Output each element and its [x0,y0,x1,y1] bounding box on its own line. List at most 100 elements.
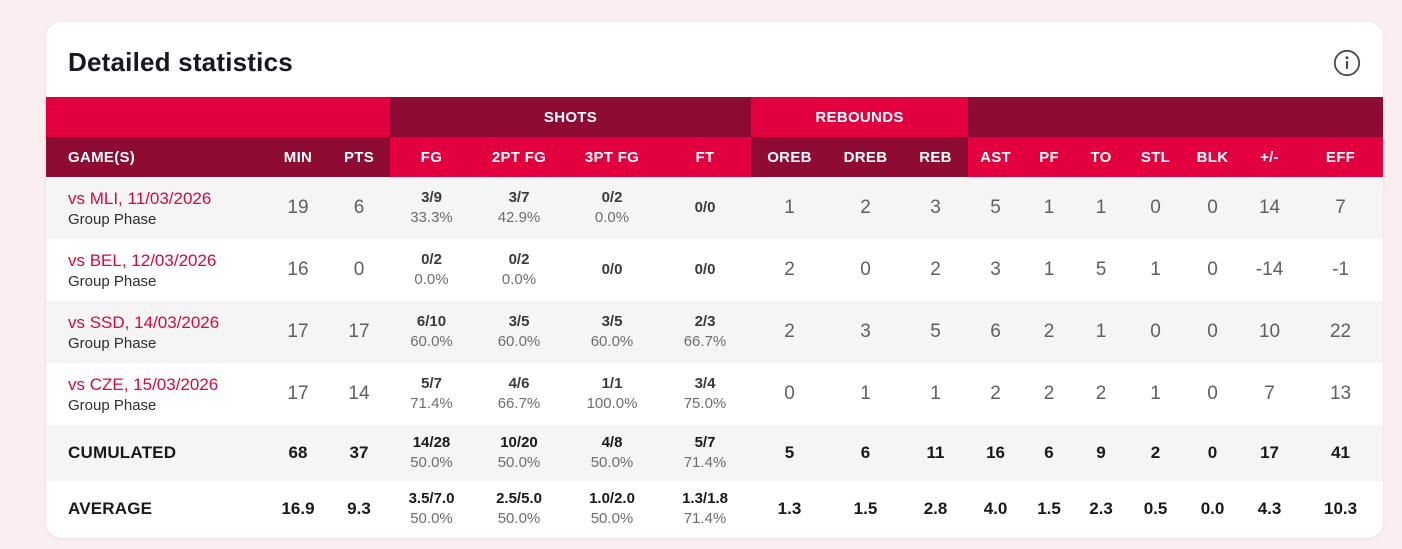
stat-to: 1 [1075,177,1128,239]
stat-pts: 37 [328,425,390,481]
stat-eff: 7 [1298,177,1383,239]
ft-made: 3/4 [694,375,716,392]
fg-pct: 0.0% [414,271,449,288]
stat-to: 5 [1075,239,1128,301]
stat-blk: 0 [1184,239,1242,301]
stat-eff: 41 [1298,425,1383,481]
3ptfg-made: 0/2 [601,189,623,206]
2ptfg-pct: 50.0% [497,510,541,527]
info-button[interactable] [1333,49,1361,77]
fg-made: 5/7 [421,375,442,392]
stat-plusminus: -14 [1241,239,1299,301]
stat-fg: 3/9 33.3% [390,177,473,239]
stat-to: 1 [1075,301,1128,363]
stat-fg: 0/2 0.0% [390,239,473,301]
ft-pct: 75.0% [683,395,727,412]
stat-oreb: 1 [751,177,828,239]
stat-pf: 1 [1023,239,1076,301]
stat-pts: 9.3 [328,481,390,537]
col-header-ft: FT [659,137,751,177]
stat-blk: 0 [1184,363,1242,425]
stat-pf: 2 [1023,363,1076,425]
ft-made: 1.3/1.8 [682,490,728,507]
stat-2ptfg: 4/6 66.7% [473,363,565,425]
fg-pct: 71.4% [410,395,453,412]
stat-fg: 6/10 60.0% [390,301,473,363]
stat-ast: 3 [968,239,1024,301]
group-header-rebounds: REBOUNDS [751,97,969,137]
group-header-shots: SHOTS [390,97,751,137]
col-header-stl: STL [1127,137,1185,177]
stat-ast: 16 [968,425,1024,481]
col-header-plusminus: +/- [1241,137,1299,177]
stat-pts: 0 [328,239,390,301]
stat-oreb: 0 [751,363,828,425]
stat-stl: 0.5 [1127,481,1185,537]
stat-plusminus: 7 [1241,363,1299,425]
3ptfg-pct: 50.0% [590,454,634,471]
col-header-reb: REB [903,137,969,177]
game-link[interactable]: vs CZE, 15/03/2026 [68,374,219,394]
stat-pts: 14 [328,363,390,425]
ft-made: 5/7 [694,434,716,451]
stat-ast: 4.0 [968,481,1024,537]
stat-ast: 6 [968,301,1024,363]
ft-made: 0/0 [694,199,716,216]
stat-ft: 1.3/1.8 71.4% [659,481,751,537]
stat-dreb: 6 [828,425,903,481]
stat-stl: 0 [1127,301,1185,363]
stat-pf: 6 [1023,425,1076,481]
stat-3ptfg: 3/5 60.0% [565,301,659,363]
stat-blk: 0 [1184,301,1242,363]
stat-eff: 10.3 [1298,481,1383,537]
stat-min: 68 [268,425,328,481]
info-icon [1333,49,1361,77]
stat-min: 19 [268,177,328,239]
stat-blk: 0 [1184,177,1242,239]
stat-reb: 5 [903,301,969,363]
stat-fg: 3.5/7.0 50.0% [390,481,473,537]
2ptfg-made: 0/2 [508,251,530,268]
stat-pts: 17 [328,301,390,363]
2ptfg-pct: 0.0% [501,271,537,288]
col-header-games: GAME(S) [46,137,268,177]
col-header-oreb: OREB [751,137,828,177]
2ptfg-made: 10/20 [500,434,538,451]
stat-stl: 2 [1127,425,1185,481]
3ptfg-pct: 0.0% [594,209,630,226]
game-link[interactable]: vs MLI, 11/03/2026 [68,188,212,208]
stat-to: 2.3 [1075,481,1128,537]
stat-dreb: 2 [828,177,903,239]
col-header-dreb: DREB [828,137,903,177]
ft-pct: 66.7% [683,333,727,350]
stat-fg: 5/7 71.4% [390,363,473,425]
summary-label: CUMULATED [46,425,268,481]
stat-reb: 2 [903,239,969,301]
stat-min: 17 [268,301,328,363]
stat-2ptfg: 3/7 42.9% [473,177,565,239]
stat-oreb: 2 [751,301,828,363]
game-link[interactable]: vs SSD, 14/03/2026 [68,312,220,332]
group-spacer-right [968,97,1383,137]
game-link[interactable]: vs BEL, 12/03/2026 [68,250,217,270]
stat-fg: 14/28 50.0% [390,425,473,481]
game-phase: Group Phase [68,396,157,414]
stat-ft: 3/4 75.0% [659,363,751,425]
stat-3ptfg: 0/0 [565,239,659,301]
stat-blk: 0.0 [1184,481,1242,537]
stat-to: 2 [1075,363,1128,425]
stat-dreb: 0 [828,239,903,301]
game-cell: vs MLI, 11/03/2026 Group Phase [46,177,268,239]
col-header-ast: AST [968,137,1024,177]
game-phase: Group Phase [68,334,157,352]
stat-min: 16 [268,239,328,301]
col-header-fg: FG [390,137,473,177]
stat-3ptfg: 4/8 50.0% [565,425,659,481]
2ptfg-made: 3/5 [508,313,530,330]
col-header-2ptfg: 2PT FG [473,137,565,177]
stat-2ptfg: 3/5 60.0% [473,301,565,363]
game-phase: Group Phase [68,210,157,228]
table-row-game-mli: vs MLI, 11/03/2026 Group Phase 19 6 3/9 3… [46,177,1383,239]
ft-pct: 71.4% [683,454,727,471]
stat-ft: 0/0 [659,177,751,239]
